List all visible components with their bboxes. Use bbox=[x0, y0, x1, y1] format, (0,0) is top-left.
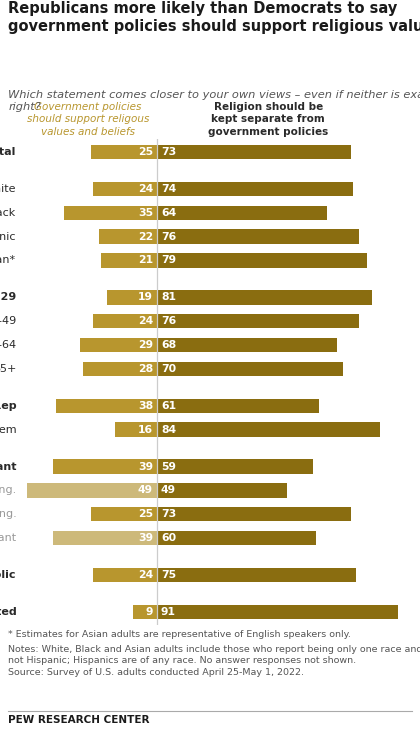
Text: 70: 70 bbox=[161, 364, 176, 374]
Text: 49: 49 bbox=[161, 485, 176, 496]
Text: White: White bbox=[0, 184, 16, 194]
Bar bbox=[93, 568, 157, 582]
Text: PEW RESEARCH CENTER: PEW RESEARCH CENTER bbox=[8, 715, 150, 725]
Bar bbox=[133, 605, 157, 619]
Bar bbox=[157, 568, 356, 582]
Text: 39: 39 bbox=[138, 533, 153, 543]
Text: Black: Black bbox=[0, 208, 16, 218]
Bar bbox=[107, 290, 157, 305]
Text: 65+: 65+ bbox=[0, 364, 16, 374]
Text: Religion should be
kept separate from
government policies: Religion should be kept separate from go… bbox=[208, 102, 328, 137]
Text: 24: 24 bbox=[138, 570, 153, 580]
Text: Rep/Lean Rep: Rep/Lean Rep bbox=[0, 401, 16, 411]
Text: 60: 60 bbox=[161, 533, 176, 543]
Bar bbox=[157, 605, 398, 619]
Bar bbox=[93, 314, 157, 328]
Text: 76: 76 bbox=[161, 232, 176, 241]
Text: 16: 16 bbox=[138, 425, 153, 435]
Bar bbox=[157, 398, 319, 413]
Bar bbox=[99, 230, 157, 243]
Text: Ages 18-29: Ages 18-29 bbox=[0, 292, 16, 303]
Text: 73: 73 bbox=[161, 510, 176, 519]
Text: 84: 84 bbox=[161, 425, 176, 435]
Bar bbox=[157, 423, 380, 436]
Bar bbox=[157, 531, 316, 545]
Text: 25: 25 bbox=[138, 510, 153, 519]
Text: Which statement comes closer to your own views – even if neither is exactly
righ: Which statement comes closer to your own… bbox=[8, 90, 420, 113]
Bar bbox=[91, 145, 157, 159]
Text: Hispanic: Hispanic bbox=[0, 232, 16, 241]
Text: 19: 19 bbox=[138, 292, 153, 303]
Text: 50-64: 50-64 bbox=[0, 340, 16, 350]
Text: 76: 76 bbox=[161, 317, 176, 326]
Text: Asian*: Asian* bbox=[0, 255, 16, 265]
Text: 21: 21 bbox=[138, 255, 153, 265]
Bar bbox=[80, 338, 157, 352]
Text: 64: 64 bbox=[161, 208, 176, 218]
Text: Total: Total bbox=[0, 147, 16, 157]
Bar bbox=[157, 290, 372, 305]
Text: 35: 35 bbox=[138, 208, 153, 218]
Text: 79: 79 bbox=[161, 255, 176, 265]
Text: Republicans more likely than Democrats to say
government policies should support: Republicans more likely than Democrats t… bbox=[8, 1, 420, 34]
Text: 25: 25 bbox=[138, 147, 153, 157]
Text: 61: 61 bbox=[161, 401, 176, 411]
Bar bbox=[157, 483, 287, 498]
Text: * Estimates for Asian adults are representative of English speakers only.: * Estimates for Asian adults are represe… bbox=[8, 630, 351, 639]
Text: 28: 28 bbox=[138, 364, 153, 374]
Bar bbox=[157, 507, 351, 521]
Text: 39: 39 bbox=[138, 461, 153, 471]
Bar bbox=[157, 459, 313, 474]
Text: Protestant: Protestant bbox=[0, 461, 16, 471]
Bar bbox=[157, 362, 343, 376]
Text: 22: 22 bbox=[138, 232, 153, 241]
Text: 68: 68 bbox=[161, 340, 176, 350]
Text: White evang.: White evang. bbox=[0, 485, 16, 496]
Text: 74: 74 bbox=[161, 184, 176, 194]
Text: Black Protestant: Black Protestant bbox=[0, 533, 16, 543]
Text: 59: 59 bbox=[161, 461, 176, 471]
Text: 24: 24 bbox=[138, 317, 153, 326]
Bar bbox=[157, 205, 327, 220]
Text: 29: 29 bbox=[138, 340, 153, 350]
Bar bbox=[53, 531, 157, 545]
Text: Government policies
should support religous
values and beliefs: Government policies should support relig… bbox=[27, 102, 149, 137]
Bar bbox=[157, 338, 337, 352]
Text: 91: 91 bbox=[161, 607, 176, 617]
Text: 24: 24 bbox=[138, 184, 153, 194]
Text: 75: 75 bbox=[161, 570, 176, 580]
Bar bbox=[157, 314, 359, 328]
Text: Dem/Lean Dem: Dem/Lean Dem bbox=[0, 425, 16, 435]
Bar bbox=[157, 230, 359, 243]
Text: 30-49: 30-49 bbox=[0, 317, 16, 326]
Bar bbox=[115, 423, 157, 436]
Bar bbox=[157, 253, 367, 268]
Text: 38: 38 bbox=[138, 401, 153, 411]
Bar bbox=[56, 398, 157, 413]
Text: 9: 9 bbox=[145, 607, 153, 617]
Text: 81: 81 bbox=[161, 292, 176, 303]
Text: White, non-evang.: White, non-evang. bbox=[0, 510, 16, 519]
Text: Religiously unaffiliated: Religiously unaffiliated bbox=[0, 607, 16, 617]
Bar bbox=[64, 205, 157, 220]
Text: 73: 73 bbox=[161, 147, 176, 157]
Bar bbox=[83, 362, 157, 376]
Text: 49: 49 bbox=[138, 485, 153, 496]
Bar bbox=[53, 459, 157, 474]
Bar bbox=[93, 182, 157, 196]
Text: Catholic: Catholic bbox=[0, 570, 16, 580]
Bar bbox=[91, 507, 157, 521]
Bar bbox=[157, 182, 353, 196]
Bar bbox=[101, 253, 157, 268]
Bar bbox=[157, 145, 351, 159]
Text: Notes: White, Black and Asian adults include those who report being only one rac: Notes: White, Black and Asian adults inc… bbox=[8, 645, 420, 677]
Bar bbox=[27, 483, 157, 498]
